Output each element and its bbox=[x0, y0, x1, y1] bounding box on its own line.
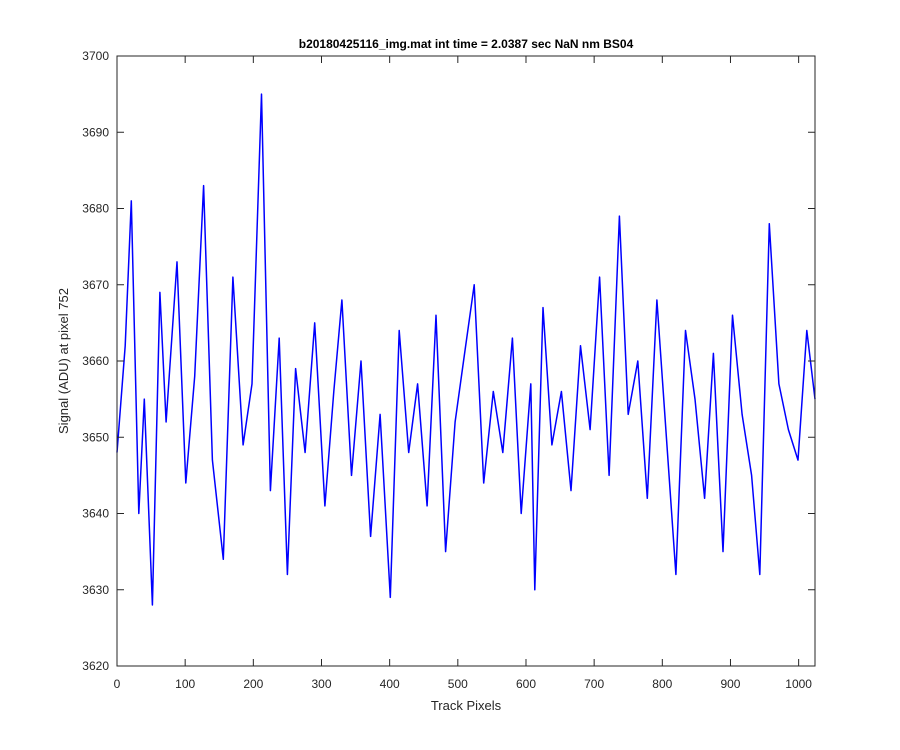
y-tick-label: 3700 bbox=[82, 49, 109, 63]
y-tick-label: 3630 bbox=[82, 583, 109, 597]
x-tick-label: 600 bbox=[516, 677, 536, 691]
series-layer bbox=[116, 93, 816, 606]
axes-box bbox=[116, 55, 816, 667]
series-line-0 bbox=[116, 93, 816, 606]
x-tick-label: 200 bbox=[243, 677, 263, 691]
x-tick-label: 700 bbox=[584, 677, 604, 691]
plot-area bbox=[117, 56, 815, 666]
tick-layer: 0 100 200 300 400 500 600 700 800 900 1000 3620 3630… bbox=[82, 49, 815, 691]
x-tick-label: 800 bbox=[652, 677, 672, 691]
y-tick-label: 3660 bbox=[82, 354, 109, 368]
y-tick-label: 3670 bbox=[82, 278, 109, 292]
x-tick-label: 400 bbox=[380, 677, 400, 691]
y-tick-label: 3620 bbox=[82, 659, 109, 673]
chart-title: b20180425116_img.mat int time = 2.0387 s… bbox=[299, 37, 634, 51]
x-tick-label: 0 bbox=[114, 677, 121, 691]
y-tick-label: 3690 bbox=[82, 125, 109, 139]
x-tick-label: 300 bbox=[311, 677, 331, 691]
x-tick-label: 100 bbox=[175, 677, 195, 691]
y-axis-label: Signal (ADU) at pixel 752 bbox=[56, 288, 71, 434]
x-tick-label: 500 bbox=[448, 677, 468, 691]
y-tick-label: 3640 bbox=[82, 507, 109, 521]
y-tick-label: 3650 bbox=[82, 430, 109, 444]
y-tick-label: 3680 bbox=[82, 202, 109, 216]
x-tick-label: 1000 bbox=[785, 677, 812, 691]
x-tick-label: 900 bbox=[720, 677, 740, 691]
x-axis-label: Track Pixels bbox=[431, 698, 502, 713]
